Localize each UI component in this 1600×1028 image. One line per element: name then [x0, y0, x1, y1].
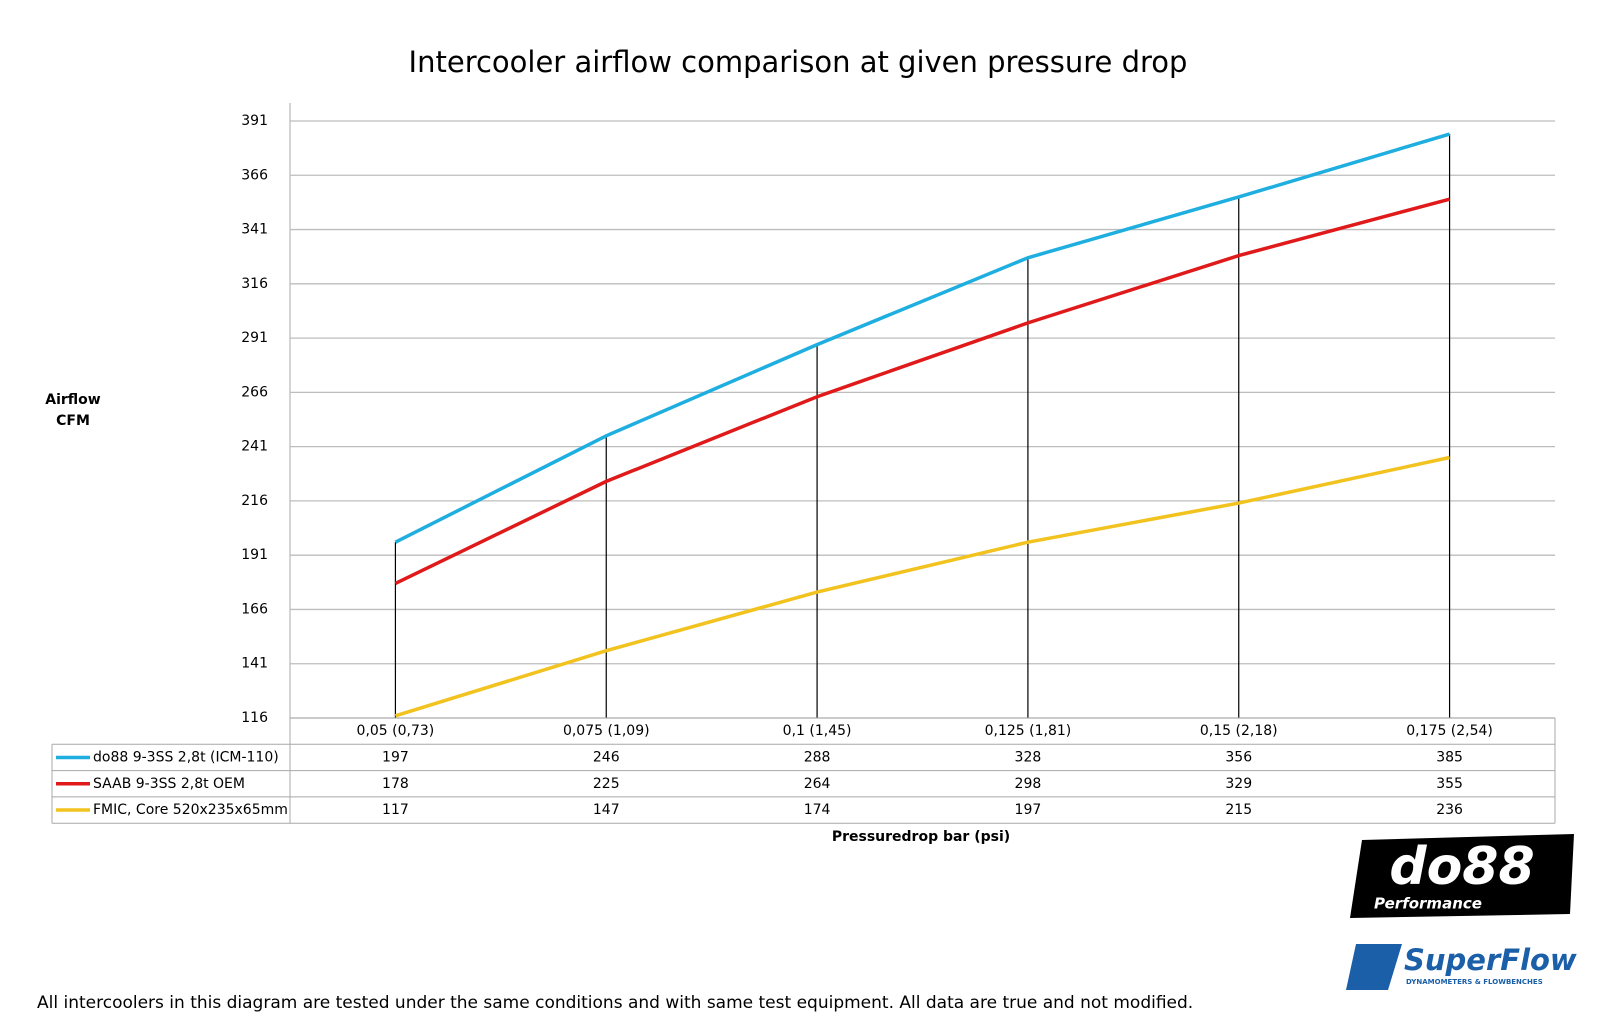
y-tick-label: 241: [241, 439, 268, 455]
table-value: 178: [382, 776, 409, 792]
legend-label: SAAB 9-3SS 2,8t OEM: [93, 776, 245, 792]
table-value: 147: [593, 802, 620, 818]
series-line: [394, 455, 1450, 718]
logo-text: Performance: [1374, 895, 1482, 913]
y-axis-label: CFM: [56, 413, 90, 429]
x-tick-label: 0,05 (0,73): [357, 723, 435, 739]
table-value: 355: [1436, 776, 1463, 792]
table-value: 236: [1436, 802, 1463, 818]
table-value: 356: [1225, 749, 1252, 765]
y-tick-label: 341: [241, 222, 268, 238]
table-value: 197: [382, 749, 409, 765]
y-tick-label: 191: [241, 547, 268, 563]
y-tick-label: 141: [241, 656, 268, 672]
footnote: All intercoolers in this diagram are tes…: [37, 993, 1193, 1013]
table-value: 288: [804, 749, 831, 765]
table-value: 197: [1015, 802, 1042, 818]
y-tick-label: 166: [241, 601, 268, 617]
series-line: [394, 132, 1451, 544]
table-value: 174: [804, 802, 831, 818]
table-value: 385: [1436, 749, 1463, 765]
x-tick-label: 0,175 (2,54): [1406, 723, 1493, 739]
table-value: 225: [593, 776, 620, 792]
superflow-logo: SuperFlow DYNAMOMETERS & FLOWBENCHES: [1346, 943, 1577, 990]
series-line: [394, 197, 1451, 585]
y-tick-label: 116: [241, 710, 268, 726]
table-value: 246: [593, 749, 620, 765]
logo-text: DYNAMOMETERS & FLOWBENCHES: [1406, 978, 1543, 986]
table-value: 117: [382, 802, 409, 818]
logo-text: do88: [1389, 837, 1534, 897]
logo-text: SuperFlow: [1404, 943, 1577, 977]
logo-shape: [1346, 944, 1402, 990]
table-value: 215: [1225, 802, 1252, 818]
y-axis-label: Airflow: [45, 392, 101, 408]
y-tick-label: 366: [241, 167, 268, 183]
y-tick-label: 291: [241, 330, 268, 346]
x-tick-label: 0,125 (1,81): [985, 723, 1072, 739]
legend-label: FMIC, Core 520x235x65mm: [93, 802, 288, 818]
x-tick-label: 0,075 (1,09): [563, 723, 650, 739]
table-value: 298: [1015, 776, 1042, 792]
x-tick-label: 0,1 (1,45): [783, 723, 852, 739]
legend-label: do88 9-3SS 2,8t (ICM-110): [93, 749, 279, 765]
table-value: 329: [1225, 776, 1252, 792]
x-axis-label: Pressuredrop bar (psi): [832, 829, 1010, 845]
y-tick-label: 316: [241, 276, 268, 292]
y-tick-label: 391: [241, 113, 268, 129]
logo-shape: [1350, 834, 1574, 918]
x-tick-label: 0,15 (2,18): [1200, 723, 1278, 739]
table-value: 264: [804, 776, 831, 792]
y-tick-label: 266: [241, 384, 268, 400]
chart-title: Intercooler airflow comparison at given …: [409, 45, 1188, 79]
do88-logo: do88 Performance: [1350, 834, 1574, 918]
table-value: 328: [1015, 749, 1042, 765]
y-tick-label: 216: [241, 493, 268, 509]
